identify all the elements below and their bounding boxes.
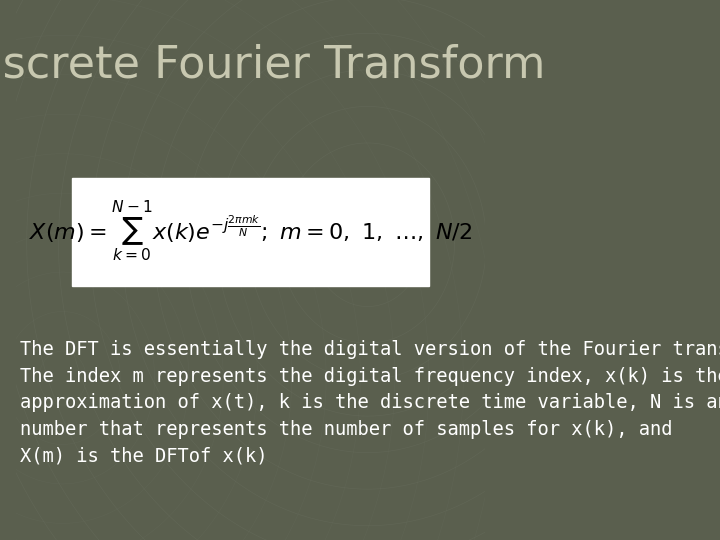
Text: $X(m) = \sum_{k=0}^{N-1} x(k)e^{-j\frac{2\pi mk}{N}};\ m = 0,\ 1,\ \ldots,\ N/2$: $X(m) = \sum_{k=0}^{N-1} x(k)e^{-j\frac{… [29, 200, 472, 265]
Text: Discrete Fourier Transform: Discrete Fourier Transform [0, 43, 545, 86]
Text: The DFT is essentially the digital version of the Fourier transform.
The index m: The DFT is essentially the digital versi… [20, 340, 720, 465]
FancyBboxPatch shape [72, 178, 428, 286]
